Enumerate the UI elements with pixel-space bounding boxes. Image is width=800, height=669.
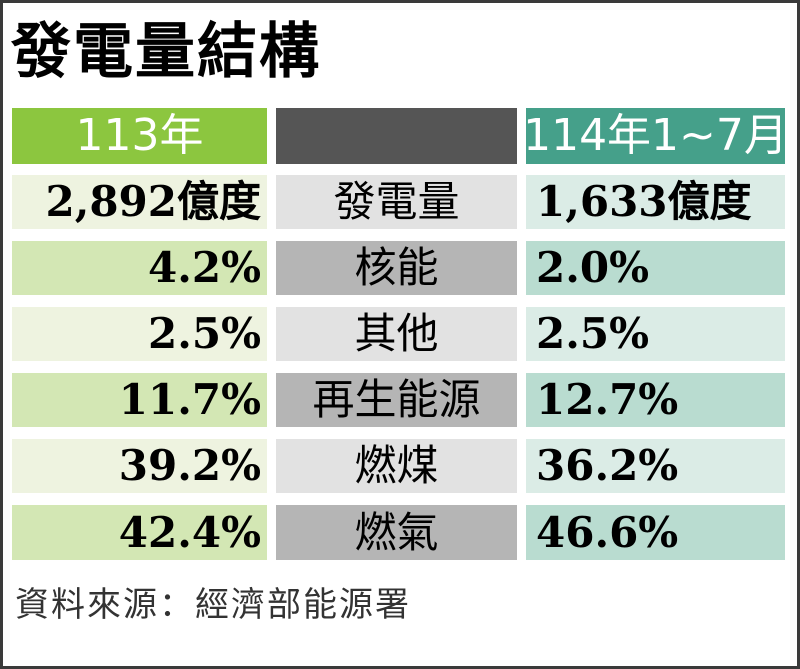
- source-label-cell: 燃氣: [276, 505, 517, 560]
- header-114: 114年1~7月: [526, 108, 785, 164]
- share-113-cell: 11.7%: [12, 373, 267, 427]
- total-label: 發電量: [276, 175, 517, 229]
- header-113: 113年: [12, 108, 267, 164]
- source-label-cell: 核能: [276, 241, 517, 295]
- share-114-cell: 46.6%: [526, 505, 785, 560]
- share-113-cell: 42.4%: [12, 505, 267, 560]
- source-label-cell: 燃煤: [276, 439, 517, 493]
- share-113-cell: 2.5%: [12, 307, 267, 361]
- share-114-cell: 36.2%: [526, 439, 785, 493]
- share-114-cell: 2.5%: [526, 307, 785, 361]
- total-113-value: 2,892億度: [12, 175, 267, 229]
- share-113-cell: 4.2%: [12, 241, 267, 295]
- share-114-cell: 12.7%: [526, 373, 785, 427]
- source-label-cell: 再生能源: [276, 373, 517, 427]
- share-113-cell: 39.2%: [12, 439, 267, 493]
- source-note: 資料來源：經濟部能源署: [15, 585, 411, 625]
- total-114-value: 1,633億度: [526, 175, 785, 229]
- source-label-cell: 其他: [276, 307, 517, 361]
- chart-title: 發電量結構: [11, 17, 321, 87]
- header-middle: [276, 108, 517, 164]
- share-114-cell: 2.0%: [526, 241, 785, 295]
